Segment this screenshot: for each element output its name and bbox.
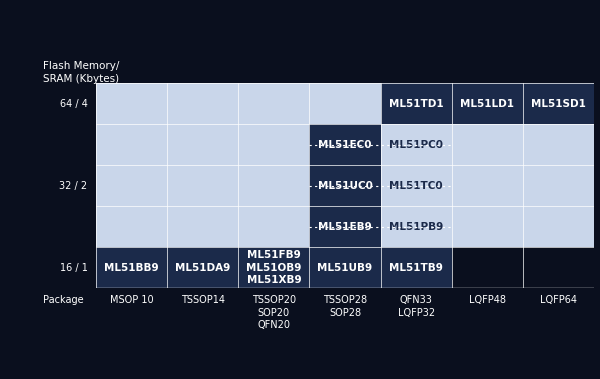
Bar [310, 165, 380, 206]
Bar [380, 124, 452, 247]
Text: TSSOP14: TSSOP14 [181, 295, 225, 305]
Bar [523, 83, 594, 124]
Bar [238, 247, 310, 288]
Text: TSSOP20
SOP20
QFN20: TSSOP20 SOP20 QFN20 [252, 295, 296, 330]
Bar [310, 206, 380, 247]
Text: ML51PB9: ML51PB9 [389, 222, 443, 232]
Text: ML51LD1: ML51LD1 [460, 99, 514, 109]
Text: ML51BB9: ML51BB9 [104, 263, 159, 273]
Bar [380, 247, 452, 288]
Text: ML51UB9: ML51UB9 [317, 263, 373, 273]
Bar [310, 247, 380, 288]
Text: ML51UC0: ML51UC0 [317, 181, 373, 191]
Text: TSSOP28
SOP28: TSSOP28 SOP28 [323, 295, 367, 318]
Bar [167, 247, 238, 288]
Text: 32 / 2: 32 / 2 [59, 181, 88, 191]
Bar [96, 247, 167, 288]
Text: ML51TB9: ML51TB9 [389, 263, 443, 273]
Text: ML51TC0: ML51TC0 [389, 181, 443, 191]
Text: ML51DA9: ML51DA9 [175, 263, 230, 273]
Text: 16 / 1: 16 / 1 [59, 263, 88, 273]
Text: ML51EC0: ML51EC0 [318, 140, 372, 150]
Bar [380, 83, 452, 124]
Bar [452, 83, 523, 124]
Text: ML51TD1: ML51TD1 [389, 99, 443, 109]
Text: LQFP48: LQFP48 [469, 295, 506, 305]
Text: Package: Package [43, 295, 83, 305]
Text: LQFP64: LQFP64 [540, 295, 577, 305]
Text: QFN33
LQFP32: QFN33 LQFP32 [398, 295, 435, 318]
Bar [452, 83, 594, 124]
Text: ML51FB9
ML51OB9
ML51XB9: ML51FB9 ML51OB9 ML51XB9 [246, 250, 302, 285]
Text: ML51PC0: ML51PC0 [389, 140, 443, 150]
Text: Flash Memory/
SRAM (Kbytes): Flash Memory/ SRAM (Kbytes) [43, 61, 119, 84]
Bar [96, 83, 380, 288]
Bar [452, 124, 594, 247]
Text: ML51SD1: ML51SD1 [531, 99, 586, 109]
Text: 64 / 4: 64 / 4 [59, 99, 88, 109]
Text: ML51EB9: ML51EB9 [318, 222, 372, 232]
Text: MSOP 10: MSOP 10 [110, 295, 154, 305]
Bar [310, 124, 380, 165]
